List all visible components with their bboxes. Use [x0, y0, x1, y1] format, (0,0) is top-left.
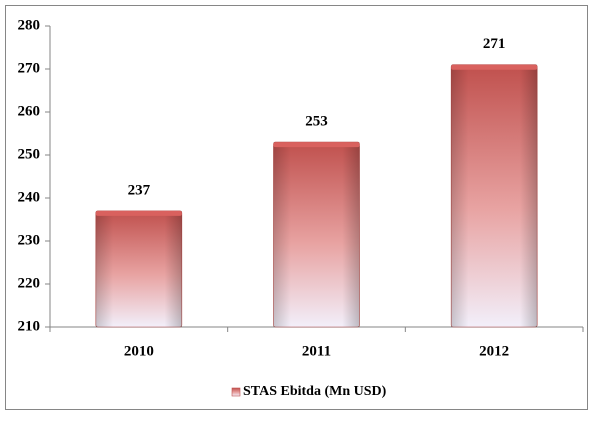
- bar-shade: [273, 142, 360, 327]
- bar-shade: [95, 210, 182, 327]
- y-tick-label: 250: [18, 146, 41, 162]
- legend-label: STAS Ebitda (Mn USD): [243, 384, 387, 399]
- y-tick-label: 240: [18, 189, 41, 205]
- y-tick-label: 280: [18, 17, 41, 33]
- y-tick-label: 270: [18, 60, 41, 76]
- y-tick-label: 220: [18, 275, 41, 291]
- bar-cap: [95, 210, 182, 216]
- legend-swatch: [231, 387, 241, 397]
- data-label: 237: [128, 182, 151, 198]
- x-tick-label: 2011: [302, 343, 331, 359]
- x-tick-label: 2012: [479, 343, 509, 359]
- bar-cap: [451, 64, 538, 70]
- x-tick-label: 2010: [124, 343, 154, 359]
- y-tick-label: 210: [18, 318, 41, 334]
- data-label: 253: [305, 114, 328, 130]
- y-tick-label: 230: [18, 232, 41, 248]
- bar-shade: [451, 64, 538, 327]
- data-label: 271: [483, 36, 506, 52]
- y-tick-label: 260: [18, 103, 41, 119]
- bar-cap: [273, 142, 360, 148]
